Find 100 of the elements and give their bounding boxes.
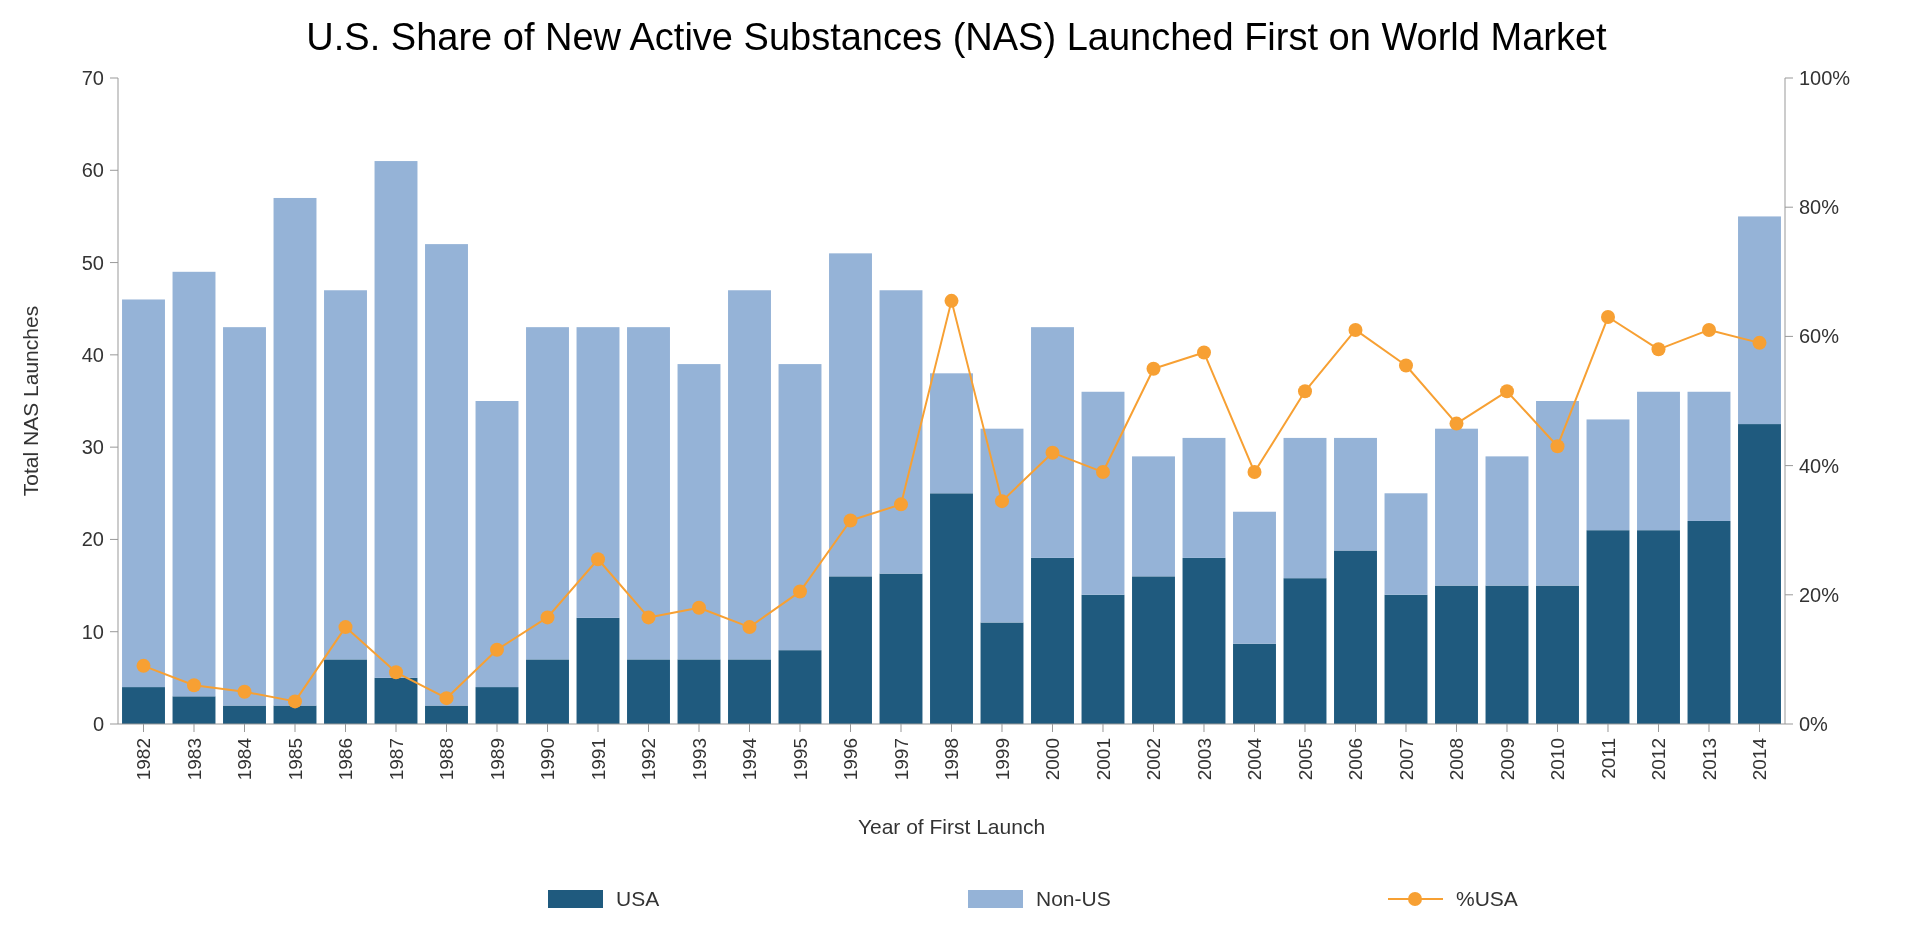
bar (1536, 401, 1579, 586)
bar (576, 327, 620, 618)
point (490, 642, 504, 657)
bar (980, 428, 1024, 623)
point (288, 694, 302, 709)
point (439, 691, 454, 706)
bar (122, 687, 165, 724)
x-tick-label: 1986 (335, 738, 357, 781)
x-tick-label: 1982 (133, 738, 155, 781)
point (338, 620, 353, 635)
legend-label: %USA (1456, 887, 1518, 911)
y2-tick-label: 40% (1799, 454, 1840, 477)
point (692, 600, 706, 615)
bar (1485, 585, 1529, 724)
bar (172, 696, 216, 724)
bar (172, 271, 216, 697)
bar (576, 617, 620, 724)
legend-label: USA (616, 887, 660, 911)
bar (1637, 530, 1680, 724)
x-tick-label: 1991 (587, 738, 609, 781)
x-tick-label: 2001 (1092, 738, 1114, 781)
point (1096, 465, 1110, 480)
bar (526, 659, 569, 724)
point (843, 513, 858, 528)
point (1298, 384, 1312, 399)
bar (1081, 594, 1125, 724)
x-tick-label: 2012 (1648, 738, 1670, 781)
x-tick-label: 2011 (1597, 738, 1619, 779)
point (1348, 322, 1363, 337)
bar (930, 373, 973, 494)
point (944, 293, 959, 308)
x-tick-label: 1990 (537, 738, 559, 781)
bar (324, 290, 367, 660)
point (894, 497, 908, 512)
bar (728, 659, 771, 724)
bar (1132, 576, 1175, 724)
x-tick-label: 2005 (1294, 738, 1316, 781)
bar (1132, 456, 1175, 577)
bar (1738, 216, 1781, 425)
point (1399, 358, 1413, 373)
y-tick-label: 20 (81, 528, 104, 551)
x-tick-label: 1998 (941, 738, 963, 781)
point (1752, 335, 1767, 350)
bar (1687, 520, 1731, 724)
bar (627, 659, 670, 724)
bar (778, 650, 822, 724)
bar (879, 573, 923, 724)
y2-tick-label: 0% (1799, 713, 1829, 735)
point (1651, 342, 1666, 357)
legend-label: Non-US (1036, 887, 1111, 911)
bar (526, 327, 569, 660)
bar (1283, 437, 1327, 579)
bar (223, 327, 266, 706)
bar (273, 197, 317, 706)
bar (1637, 391, 1680, 531)
bar (778, 364, 822, 651)
chart-title: U.S. Share of New Active Substances (NAS) Launched First on World Market (306, 16, 1608, 58)
bar (1485, 456, 1529, 586)
bar (829, 576, 872, 724)
bar (374, 161, 418, 678)
bar (1283, 578, 1327, 724)
x-tick-label: 1993 (688, 738, 710, 781)
x-tick-label: 2006 (1345, 738, 1367, 781)
point (591, 552, 605, 567)
bar (1435, 428, 1478, 586)
point (1146, 361, 1161, 376)
x-tick-label: 2010 (1547, 738, 1569, 781)
y-tick-label: 60 (81, 159, 104, 182)
point (1500, 384, 1514, 399)
bar (324, 659, 367, 724)
point (1197, 345, 1211, 360)
x-axis-title: Year of First Launch (857, 815, 1046, 838)
x-tick-label: 1996 (840, 738, 862, 781)
bar (930, 493, 973, 724)
bar (1586, 530, 1630, 724)
bar (1334, 437, 1377, 551)
point (187, 678, 201, 693)
x-tick-label: 1984 (234, 737, 256, 781)
bar (677, 364, 721, 660)
x-tick-label: 2008 (1446, 738, 1468, 781)
point (641, 610, 656, 625)
x-tick-label: 1985 (284, 738, 306, 781)
point (389, 665, 403, 680)
bar (1687, 391, 1731, 521)
bar (627, 327, 670, 660)
x-tick-label: 2014 (1749, 737, 1771, 781)
x-tick-label: 2002 (1143, 738, 1165, 781)
point (1045, 445, 1060, 460)
x-tick-label: 2000 (1042, 738, 1064, 781)
x-tick-label: 1989 (486, 738, 508, 781)
x-tick-label: 1987 (385, 738, 407, 781)
bar (1384, 594, 1428, 724)
bar (879, 290, 923, 574)
y-tick-label: 0 (92, 713, 104, 735)
point (540, 610, 555, 625)
x-tick-label: 1994 (739, 737, 761, 781)
point (1449, 416, 1464, 431)
bar (1384, 493, 1428, 595)
y2-tick-label: 80% (1799, 196, 1840, 219)
bar (1435, 585, 1478, 724)
